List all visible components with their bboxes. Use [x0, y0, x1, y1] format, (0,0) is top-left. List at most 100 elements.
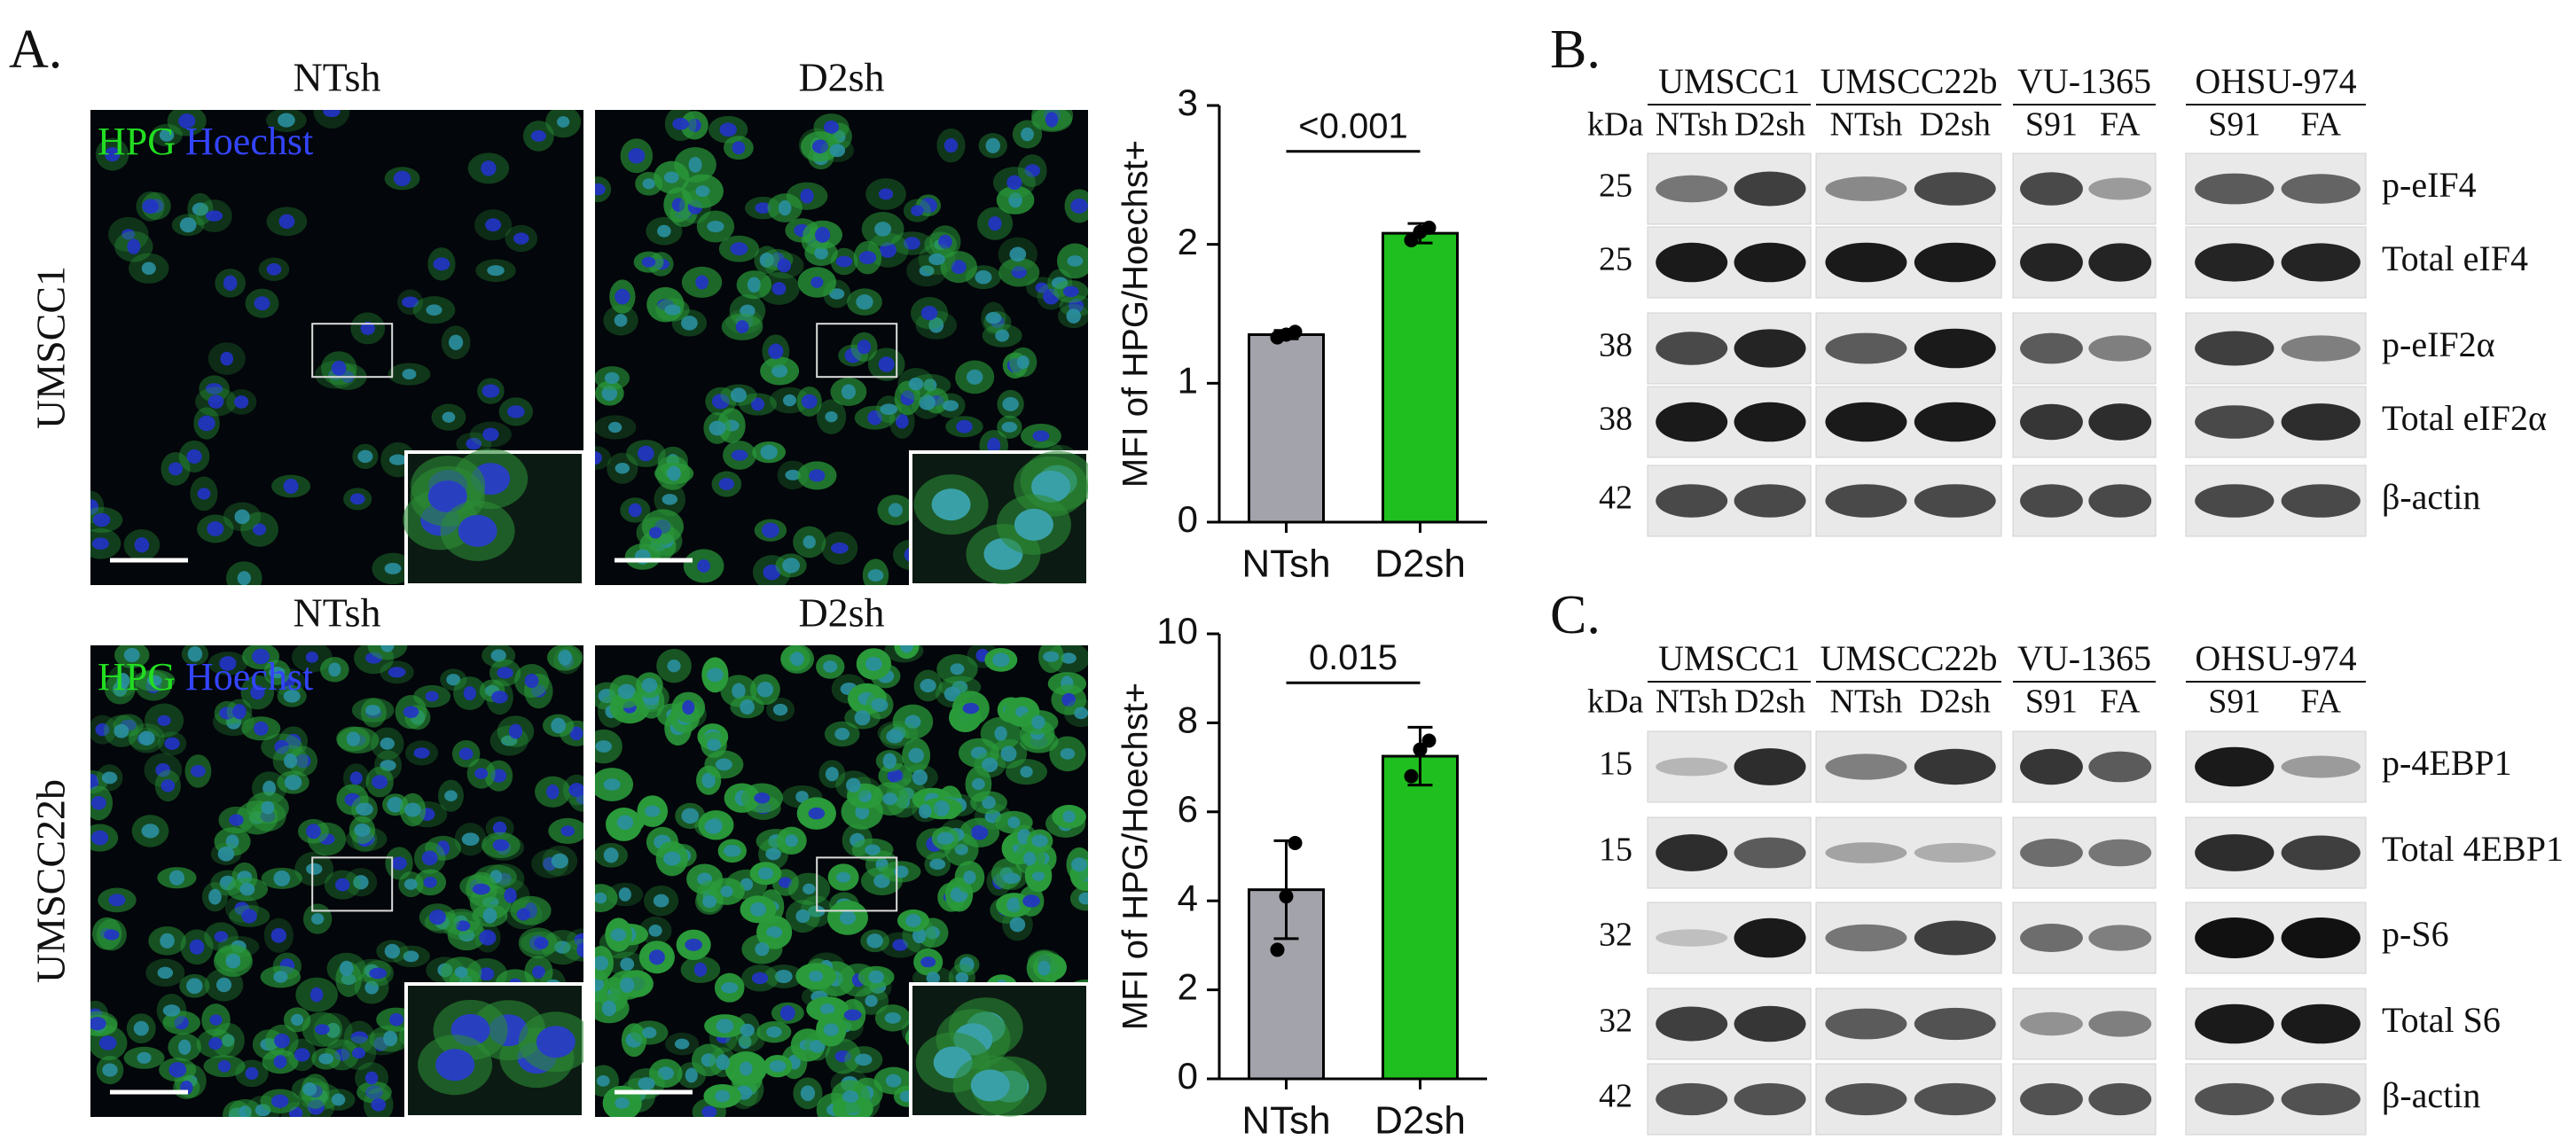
protein-label: β-actin [2382, 477, 2480, 517]
nucleus [190, 764, 206, 777]
nucleus [829, 288, 845, 300]
nucleus [388, 454, 407, 465]
nucleus [177, 1039, 192, 1055]
nucleus [972, 777, 985, 791]
nucleus [178, 113, 196, 129]
nucleus [530, 129, 546, 142]
nucleus [685, 1067, 698, 1083]
nucleus [426, 304, 442, 316]
nucleus [423, 877, 437, 888]
nucleus [721, 981, 739, 994]
band [2020, 839, 2083, 867]
nucleus [402, 369, 417, 380]
nucleus [273, 1055, 287, 1069]
nucleus [448, 334, 464, 350]
nucleus [843, 1009, 862, 1021]
nucleus [388, 667, 406, 678]
nucleus [704, 819, 723, 834]
protein-label: Total 4EBP1 [2382, 829, 2564, 869]
nucleus [878, 188, 894, 200]
nucleus [886, 729, 904, 744]
nucleus [755, 202, 771, 214]
nucleus [836, 871, 851, 883]
nucleus [159, 129, 175, 142]
nucleus [925, 925, 940, 940]
nucleus [854, 710, 871, 726]
nucleus [1000, 746, 1017, 762]
band [1734, 837, 1806, 869]
nucleus [114, 723, 129, 738]
nucleus [618, 887, 631, 902]
nucleus [938, 234, 952, 249]
nucleus [987, 437, 1001, 454]
kda-value: 25 [1599, 168, 1633, 205]
nucleus [217, 1059, 231, 1073]
nucleus [1001, 421, 1018, 433]
column-label: NTsh [293, 55, 380, 100]
nucleus [814, 226, 831, 243]
nucleus [104, 929, 120, 941]
nucleus [667, 465, 681, 481]
band [1914, 242, 1996, 283]
nucleus [604, 371, 620, 385]
group-label: UMSCC22b [1820, 61, 1997, 101]
nucleus [641, 256, 656, 268]
nucleus [198, 415, 215, 432]
nucleus [1070, 198, 1088, 214]
nucleus [628, 503, 642, 518]
band [1825, 332, 1907, 364]
nucleus [554, 941, 571, 954]
stain-hpg: HPG [98, 655, 176, 699]
nucleus [569, 726, 583, 741]
nucleus [283, 753, 298, 769]
nucleus [920, 305, 938, 321]
nucleus [808, 807, 826, 820]
nucleus [346, 731, 361, 746]
nucleus [413, 747, 430, 759]
y-tick-label: 8 [1178, 699, 1198, 740]
nucleus [219, 656, 237, 671]
band [2281, 1082, 2361, 1116]
nucleus [856, 294, 873, 310]
nucleus [809, 970, 824, 982]
kda-value: 42 [1599, 1078, 1633, 1115]
lane-label: FA [2300, 106, 2341, 144]
nucleus [779, 1005, 795, 1021]
band [2020, 172, 2083, 206]
band [1656, 929, 1728, 947]
nucleus [137, 1051, 152, 1064]
nucleus [341, 973, 356, 985]
nucleus [933, 800, 950, 816]
nucleus [882, 793, 898, 806]
nucleus [648, 949, 665, 965]
nucleus [291, 1013, 304, 1027]
nucleus [994, 726, 1007, 741]
lane-label: FA [2100, 683, 2141, 721]
nucleus [835, 255, 853, 268]
lane-label: S91 [2208, 683, 2260, 721]
band [2195, 484, 2275, 518]
nucleus [174, 1016, 189, 1030]
nucleus [444, 790, 458, 801]
band [2281, 243, 2361, 282]
nucleus [371, 1097, 387, 1112]
band [2281, 755, 2361, 778]
nucleus [715, 1089, 731, 1103]
nucleus [421, 850, 438, 866]
nucleus [884, 1012, 901, 1024]
band [1914, 328, 1996, 369]
nucleus [331, 360, 347, 376]
nucleus [186, 978, 203, 995]
nucleus [266, 262, 282, 276]
nucleus [926, 972, 941, 985]
nucleus [970, 746, 988, 760]
lane-label: NTsh [1830, 683, 1903, 721]
band [1825, 753, 1907, 780]
nucleus [825, 410, 838, 423]
nucleus [803, 883, 816, 894]
nucleus [657, 224, 671, 238]
nucleus [878, 356, 895, 372]
y-tick-label: 4 [1178, 877, 1198, 918]
nucleus [920, 957, 936, 968]
